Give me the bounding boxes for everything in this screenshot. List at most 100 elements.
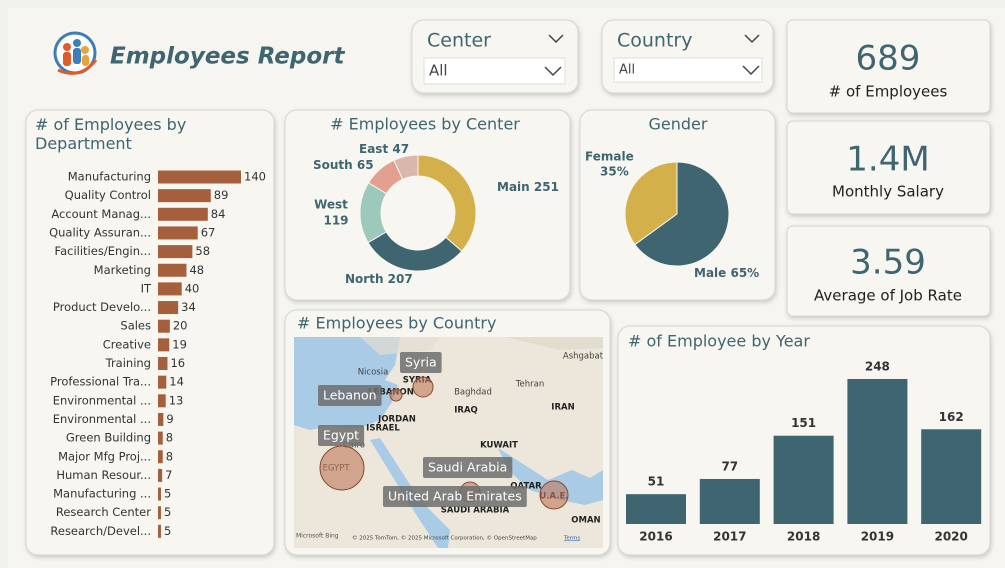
label-part: Main [497, 180, 530, 194]
chevron [742, 65, 760, 76]
value-label: 34 [181, 300, 196, 314]
category-label: Manufacturing [68, 170, 151, 184]
country-label: Syria [405, 355, 437, 370]
bar [158, 357, 168, 370]
kpi-card [786, 120, 991, 215]
bar [699, 478, 760, 524]
filter-value[interactable]: All [429, 62, 448, 80]
bar [847, 379, 908, 524]
value-label: 8 [166, 431, 173, 445]
kpi-value: 1.4M [846, 140, 929, 180]
kpi-value: 3.59 [850, 243, 926, 283]
category-label: Major Mfg Proj... [58, 449, 151, 463]
bar [158, 524, 161, 538]
bar [158, 263, 187, 277]
kpi-label: Monthly Salary [832, 183, 944, 201]
bar [158, 170, 241, 184]
category-label: IT [141, 281, 152, 295]
place-label: Nicosia [358, 368, 389, 378]
label-part: 47 [392, 142, 409, 156]
country-label: Egypt [323, 428, 359, 443]
label-part: East [359, 142, 388, 156]
filter-value[interactable]: All [619, 63, 635, 78]
category-label: 2017 [713, 530, 746, 544]
chevron [548, 34, 564, 44]
category-label: Green Building [66, 431, 151, 445]
place-label: KUWAIT [480, 441, 518, 451]
bar [158, 412, 164, 426]
value-label: 9 [166, 412, 173, 426]
country-tag [318, 425, 365, 446]
category-label: Human Resour... [56, 468, 151, 482]
chart-title: Gender [649, 115, 708, 134]
bar [158, 487, 161, 501]
bar [158, 282, 182, 296]
category-label: Environmental ... [53, 393, 151, 407]
place-label: Ashgabat [563, 352, 604, 362]
place-label: QATAR [510, 482, 542, 492]
report-title: Employees Report [110, 44, 345, 70]
place-label: IRAQ [454, 406, 478, 416]
category-label: 2016 [639, 530, 672, 544]
country-label: United Arab Emirates [388, 489, 522, 504]
value-label: 51 [648, 475, 665, 489]
kpi-card [786, 19, 991, 114]
segment-label: South 65 [313, 158, 374, 172]
bar [158, 338, 170, 352]
place-label: IRAN [551, 403, 574, 413]
segment-value: 119 [323, 214, 348, 228]
place-label: ISRAEL [366, 424, 400, 434]
value-label: 77 [721, 459, 738, 473]
map-terms: Terms [563, 536, 580, 542]
category-label: Quality Assuran... [49, 225, 151, 239]
category-label: Research/Devel... [50, 524, 151, 538]
dropdown[interactable] [423, 57, 566, 85]
country-bubble [389, 388, 403, 402]
country-tag [383, 486, 527, 507]
country-bubble [412, 376, 434, 398]
country-bubble [319, 445, 365, 491]
place-label: JORDAN [377, 415, 416, 425]
category-label: Professional Tra... [50, 375, 151, 389]
place-label: Baghdad [454, 388, 492, 398]
value-label: 5 [164, 487, 171, 501]
value-label: 7 [165, 468, 172, 482]
chevron [744, 34, 760, 44]
slice-value: 35% [600, 165, 629, 179]
kpi-value: 689 [856, 39, 921, 79]
label-part: South [313, 158, 353, 172]
segment-label: West [314, 198, 348, 212]
category-label: Facilities/Engin... [55, 244, 151, 258]
value-label: 140 [244, 170, 266, 184]
country-tag [318, 385, 382, 406]
value-label: 40 [185, 281, 200, 295]
category-label: Account Manag... [51, 207, 151, 221]
bar [921, 429, 982, 524]
bar [158, 394, 166, 408]
place-label: Tehran [515, 380, 544, 390]
category-label: Sales [120, 319, 151, 333]
value-label: 151 [791, 416, 816, 430]
value-label: 8 [166, 449, 173, 463]
bar [158, 189, 211, 203]
bar [158, 506, 161, 520]
dropdown[interactable] [613, 57, 763, 83]
chevron [544, 66, 562, 77]
value-label: 19 [172, 337, 187, 351]
category-label: Creative [103, 337, 151, 351]
value-label: 67 [201, 225, 216, 239]
pie-slice [624, 161, 678, 246]
bar [158, 226, 198, 240]
label-part: 65% [730, 266, 759, 280]
bar [158, 450, 163, 464]
country-label: Saudi Arabia [428, 460, 507, 475]
bar [158, 245, 193, 259]
value-label: 16 [170, 356, 185, 370]
bar [626, 494, 686, 524]
label-part: 207 [388, 272, 413, 286]
slice-label: Male 65% [694, 266, 759, 280]
map-provider: Microsoft Bing [296, 533, 339, 540]
chart-title: # of Employee by Year [628, 332, 810, 351]
country-bubble [539, 480, 569, 510]
